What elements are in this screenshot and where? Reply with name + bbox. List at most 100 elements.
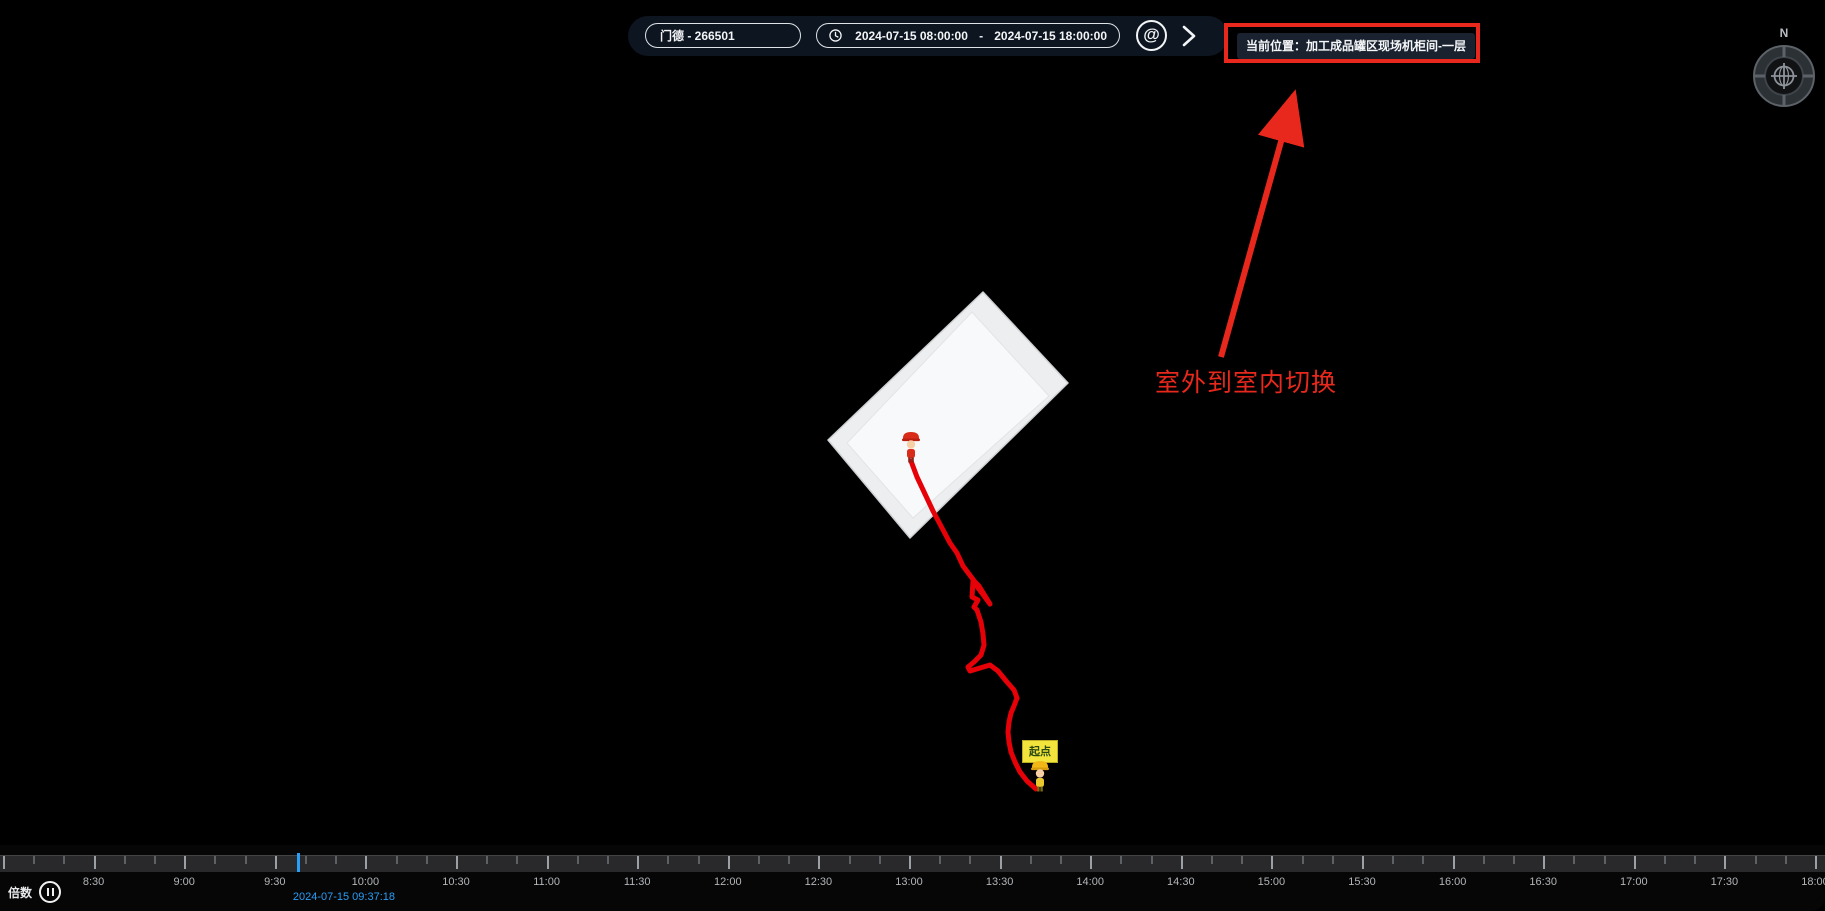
timeline-tick (999, 856, 1002, 869)
timeline-tick (758, 856, 760, 864)
pause-button[interactable] (39, 881, 62, 903)
timeline-tick (123, 856, 126, 864)
timeline-tick (1513, 856, 1515, 864)
timeline-tick (93, 856, 96, 869)
start-point-worker-icon (1029, 758, 1051, 797)
timeline-tick-label: 17:00 (1620, 876, 1648, 888)
timeline-tick (1301, 856, 1304, 864)
timeline-tick (667, 856, 670, 864)
locate-button[interactable]: @ (1136, 20, 1167, 51)
timeline-tick (244, 856, 247, 864)
timeline-tick (1724, 856, 1727, 869)
timeline-tick (909, 856, 911, 869)
pause-icon (51, 888, 54, 896)
annotation-arrow (1218, 89, 1305, 358)
timeline-tick-label: 10:30 (442, 876, 470, 888)
building-floor (846, 311, 1050, 519)
timeline-tick (1029, 856, 1032, 864)
timeline-tick (1784, 856, 1787, 864)
timeline-tick (1754, 856, 1757, 864)
playback-speed-control: 倍数 (8, 881, 62, 903)
timeline-tick-label: 16:30 (1529, 876, 1557, 888)
timeline-tick (546, 856, 549, 869)
timeline-tick (1633, 856, 1636, 869)
speed-label: 倍数 (8, 885, 33, 900)
timeline-tick (1271, 856, 1274, 869)
timeline-tick-label: 8:30 (82, 876, 105, 888)
timeline-tick-label: 12:00 (714, 876, 742, 888)
timeline-tick-label: 11:30 (623, 876, 651, 888)
timeline-tick (727, 856, 730, 869)
timeline-tick (607, 856, 609, 864)
timeline-tick-label: 16:00 (1438, 876, 1467, 888)
timeline-tick (516, 856, 519, 864)
timeline-tick (154, 856, 156, 864)
timeline-tick (788, 856, 791, 864)
compass-control[interactable]: N (1748, 26, 1820, 112)
timeline-tick-label: 14:00 (1076, 876, 1104, 888)
timeline-tick (1452, 856, 1455, 869)
person-select-value: 门德 - 266501 (660, 29, 735, 43)
trajectory-path (908, 458, 1039, 792)
timeline-tick (1090, 856, 1093, 869)
timeline-tick-label: 12:30 (804, 876, 833, 888)
timeline-tick (1331, 856, 1334, 864)
person-select[interactable]: 门德 - 266501 (645, 23, 801, 48)
timeline-tick-label: 14:30 (1167, 876, 1195, 888)
time-range-picker[interactable]: 2024-07-15 08:00:00 - 2024-07-15 18:00:0… (816, 23, 1120, 48)
timeline-tick (697, 856, 700, 864)
timeline-tick (637, 856, 640, 869)
timeline-tick-label: 18:00 (1801, 876, 1825, 888)
timeline-tick-label: 9:30 (264, 876, 286, 888)
timeline-tick-label: 15:30 (1348, 876, 1376, 888)
timeline-tick (63, 856, 66, 864)
timeline-tick (1694, 856, 1697, 864)
timeline-cursor-time: 2024-07-15 09:37:18 (292, 891, 395, 903)
timeline-tick (486, 856, 489, 864)
compass-north-label: N (1779, 26, 1789, 40)
current-position-worker-icon (900, 429, 922, 468)
timeline-tick (1815, 856, 1817, 869)
timeline-tick (335, 856, 338, 864)
timeline-tick (1120, 856, 1123, 864)
timeline-tick (1211, 856, 1213, 864)
annotation-highlight-box: 当前位置：加工成品罐区现场机柜间-一层 (1224, 23, 1480, 63)
timeline-tick (1362, 856, 1364, 869)
timeline-panel: 8:30 9:00 9:30 10:00 10:30 11:00 11:30 12:00 12:… (0, 845, 1825, 911)
timeline-tick (1603, 856, 1606, 864)
timeline-tick-label: 15:00 (1257, 876, 1286, 888)
chevron-right-icon (1182, 25, 1196, 47)
timeline-tick (939, 856, 942, 864)
timeline-tick (3, 856, 5, 869)
timeline-tick (1543, 856, 1546, 869)
current-location-banner: 当前位置：加工成品罐区现场机柜间-一层 (1237, 33, 1475, 59)
timeline-tick (1060, 856, 1062, 864)
timeline-tick (425, 856, 428, 864)
timeline-tick (365, 856, 368, 869)
timeline-cursor[interactable] (296, 853, 300, 872)
timeline-tick-label: 9:00 (173, 876, 195, 888)
timeline-tick (878, 856, 881, 864)
timeline-tick (456, 856, 458, 869)
timeline-tick (395, 856, 398, 864)
timeline-scrubber[interactable] (0, 855, 1825, 872)
timeline-tick-label: 17:30 (1710, 876, 1739, 888)
play-forward-button[interactable] (1179, 25, 1199, 47)
timeline-tick-label: 11:00 (533, 876, 560, 888)
locate-icon: @ (1143, 24, 1160, 44)
playback-toolbar: 门德 - 266501 2024-07-15 08:00:00 - 2024-0… (628, 16, 1228, 56)
timeline-tick (305, 856, 307, 864)
timeline-tick (1482, 856, 1485, 864)
timeline-tick (1150, 856, 1153, 864)
compass-icon (1753, 45, 1815, 107)
time-range-start: 2024-07-15 08:00:00 (855, 28, 968, 43)
pause-icon (46, 888, 49, 896)
timeline-tick (214, 856, 217, 864)
time-range-separator: - (979, 28, 984, 43)
timeline-tick (184, 856, 187, 869)
time-range-end: 2024-07-15 18:00:00 (994, 28, 1107, 43)
clock-icon (829, 29, 842, 42)
timeline-tick (1392, 856, 1395, 864)
